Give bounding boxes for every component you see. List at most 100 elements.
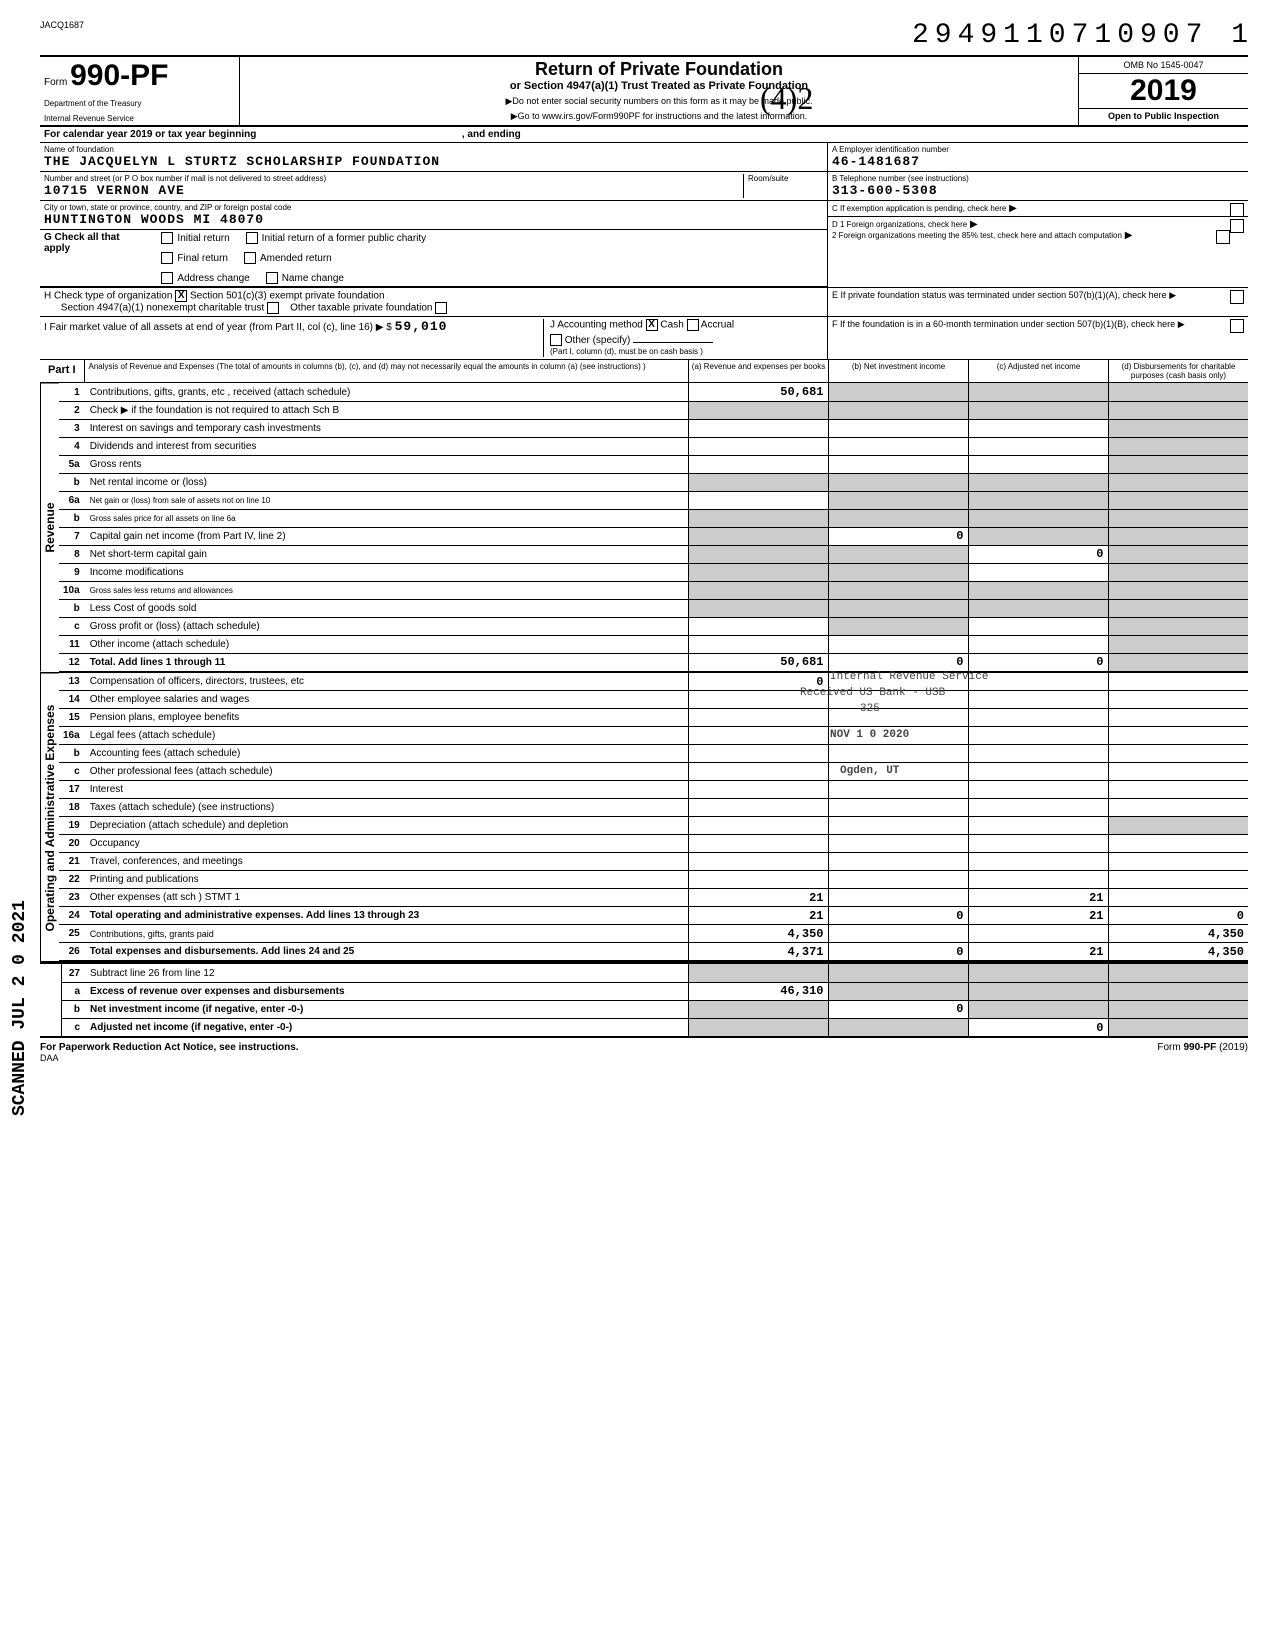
e-label: E If private foundation status was termi…: [832, 290, 1167, 300]
j-label: J Accounting method: [550, 320, 643, 331]
handwritten-mark: (4)2: [760, 80, 813, 117]
i-label: I Fair market value of all assets at end…: [44, 322, 392, 333]
row-14: 14Other employee salaries and wages: [59, 691, 1248, 709]
row-26: 26Total expenses and disbursements. Add …: [59, 943, 1248, 961]
doc-number-suffix: 1: [1231, 20, 1248, 51]
row-10b: bLess Cost of goods sold: [59, 599, 1248, 617]
h-check-3[interactable]: [435, 302, 447, 314]
h-opt2: Section 4947(a)(1) nonexempt charitable …: [61, 303, 264, 314]
title-box: Return of Private Foundation or Section …: [240, 57, 1078, 125]
row-6a: 6aNet gain or (loss) from sale of assets…: [59, 491, 1248, 509]
d2-check[interactable]: [1216, 230, 1230, 244]
footer-left: For Paperwork Reduction Act Notice, see …: [40, 1042, 299, 1053]
foundation-name: THE JACQUELYN L STURTZ SCHOLARSHIP FOUND…: [44, 154, 823, 169]
and-ending: , and ending: [462, 129, 521, 140]
e-check[interactable]: [1230, 290, 1244, 304]
year-box: OMB No 1545-0047 2019 Open to Public Ins…: [1078, 57, 1248, 125]
row-5b: bNet rental income or (loss): [59, 473, 1248, 491]
j-other: Other (specify): [565, 335, 631, 346]
col-b-head: (b) Net investment income: [828, 360, 968, 382]
calendar-row: For calendar year 2019 or tax year begin…: [40, 127, 1248, 143]
part1-label: Part I: [40, 360, 85, 382]
main-title: Return of Private Foundation: [535, 59, 783, 80]
ein: 46-1481687: [832, 154, 1244, 169]
g-opt-3[interactable]: Initial return of a former public charit…: [246, 232, 427, 244]
addr-label: Number and street (or P O box number if …: [44, 174, 743, 183]
scanned-stamp: SCANNED JUL 2 0 2021: [10, 900, 30, 1116]
j-cash-check[interactable]: X: [646, 319, 658, 331]
expenses-table: 13Compensation of officers, directors, t…: [59, 673, 1248, 962]
f-check[interactable]: [1230, 319, 1244, 333]
name-row: Name of foundation THE JACQUELYN L STURT…: [40, 143, 827, 172]
g-opt-1[interactable]: Final return: [161, 252, 228, 264]
f-label: F If the foundation is in a 60-month ter…: [832, 319, 1175, 329]
doc-number: 2949110710907: [912, 20, 1208, 51]
row-17: 17Interest: [59, 781, 1248, 799]
j-note: (Part I, column (d), must be on cash bas…: [550, 347, 703, 356]
footer: For Paperwork Reduction Act Notice, see …: [40, 1038, 1248, 1064]
dept2: Internal Revenue Service: [44, 114, 231, 123]
phone: 313-600-5308: [832, 183, 1244, 198]
revenue-side-label: Revenue: [40, 383, 59, 672]
g-label: G Check all that apply: [44, 232, 145, 254]
row-27a: aExcess of revenue over expenses and dis…: [62, 982, 1248, 1000]
h-opt3: Other taxable private foundation: [290, 303, 432, 314]
row-3: 3Interest on savings and temporary cash …: [59, 419, 1248, 437]
row-9: 9Income modifications: [59, 563, 1248, 581]
revenue-section: Revenue 1Contributions, gifts, grants, e…: [40, 383, 1248, 673]
a-label: A Employer identification number: [832, 145, 1244, 154]
j-cash: Cash: [660, 320, 683, 331]
stamp-l2: Received US Bank - USB: [800, 687, 945, 699]
row-27c: cAdjusted net income (if negative, enter…: [62, 1018, 1248, 1036]
form-number: 990-PF: [70, 59, 168, 92]
stamp-l4: NOV 1 0 2020: [830, 729, 909, 741]
row-10c: cGross profit or (loss) (attach schedule…: [59, 617, 1248, 635]
c-label: C If exemption application is pending, c…: [832, 204, 1006, 213]
h-check-1[interactable]: X: [175, 290, 187, 302]
row-27b: bNet investment income (if negative, ent…: [62, 1000, 1248, 1018]
d-row: D 1 Foreign organizations, check here ▶ …: [828, 217, 1248, 243]
g-opt-4[interactable]: Amended return: [244, 252, 332, 264]
doc-number-wrap: 2949110710907 1: [912, 20, 1248, 51]
c-check[interactable]: [1230, 203, 1244, 217]
city-row: City or town, state or province, country…: [40, 201, 827, 230]
b-label: B Telephone number (see instructions): [832, 174, 1244, 183]
g-opt-5[interactable]: Name change: [266, 272, 344, 284]
j-accrual-check[interactable]: [687, 319, 699, 331]
h-row: H Check type of organization X Section 5…: [40, 288, 1248, 317]
part1-desc: Analysis of Revenue and Expenses (The to…: [85, 360, 688, 382]
row-6b: bGross sales price for all assets on lin…: [59, 509, 1248, 527]
g-section: G Check all that apply Initial return In…: [40, 230, 827, 287]
row-11: 11Other income (attach schedule): [59, 635, 1248, 653]
footer-right: Form 990-PF (2019): [1157, 1042, 1248, 1064]
d1-check[interactable]: [1230, 219, 1244, 233]
ein-row: A Employer identification number 46-1481…: [828, 143, 1248, 172]
revenue-table: 1Contributions, gifts, grants, etc , rec…: [59, 383, 1248, 672]
row-15: 15Pension plans, employee benefits: [59, 709, 1248, 727]
form-prefix: Form: [44, 77, 67, 88]
form-box: Form 990-PF Department of the Treasury I…: [40, 57, 240, 125]
h-check-2[interactable]: [267, 302, 279, 314]
doc-top-bar: JACQ1687 2949110710907 1: [40, 20, 1248, 51]
row-27: 27Subtract line 26 from line 12: [62, 964, 1248, 982]
stamp-l3: 325: [860, 703, 880, 715]
phone-row: B Telephone number (see instructions) 31…: [828, 172, 1248, 201]
g-opt-2[interactable]: Address change: [161, 272, 249, 284]
form-header: Form 990-PF Department of the Treasury I…: [40, 55, 1248, 127]
row-16c: cOther professional fees (attach schedul…: [59, 763, 1248, 781]
address: 10715 VERNON AVE: [44, 183, 743, 198]
col-c-head: (c) Adjusted net income: [968, 360, 1108, 382]
line27-section: 27Subtract line 26 from line 12 aExcess …: [40, 962, 1248, 1038]
j-other-check[interactable]: [550, 334, 562, 346]
tax-year: 2019: [1079, 74, 1248, 109]
stamp-l1: Internal Revenue Service: [830, 671, 988, 683]
row-5a: 5aGross rents: [59, 455, 1248, 473]
part1-header: Part I Analysis of Revenue and Expenses …: [40, 360, 1248, 383]
row-7: 7Capital gain net income (from Part IV, …: [59, 527, 1248, 545]
row-16a: 16aLegal fees (attach schedule): [59, 727, 1248, 745]
g-opt-0[interactable]: Initial return: [161, 232, 229, 244]
footer-daa: DAA: [40, 1053, 59, 1063]
row-4: 4Dividends and interest from securities: [59, 437, 1248, 455]
ij-row: I Fair market value of all assets at end…: [40, 317, 1248, 360]
d2-label: 2 Foreign organizations meeting the 85% …: [832, 231, 1122, 240]
